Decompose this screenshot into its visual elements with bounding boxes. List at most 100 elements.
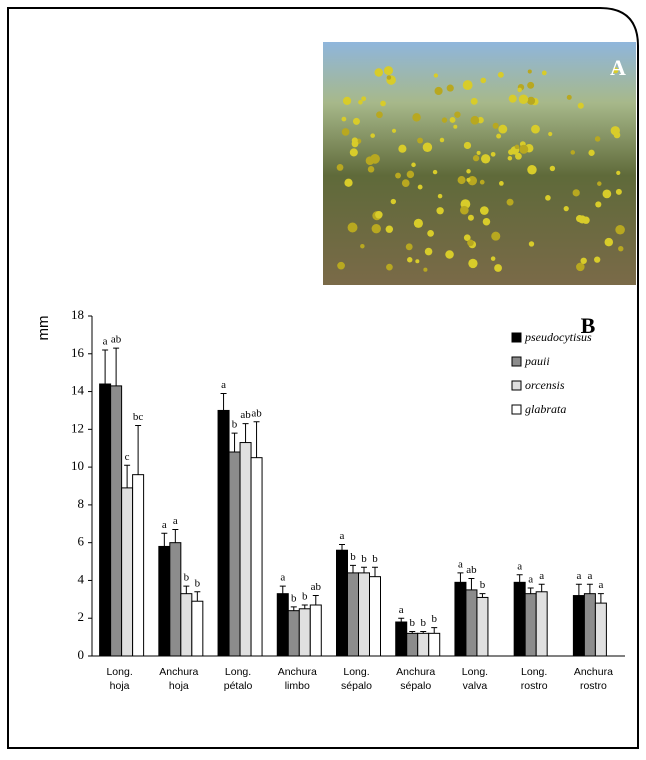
flower <box>588 150 594 156</box>
significance-letter: b <box>291 592 297 604</box>
flower <box>466 178 470 182</box>
x-tick-label: pétalo <box>224 680 253 692</box>
flower <box>423 268 427 272</box>
error-bar <box>517 575 523 583</box>
bar <box>192 601 203 656</box>
flower <box>507 199 514 206</box>
error-bar <box>232 433 238 452</box>
y-tick-label: 12 <box>71 420 84 435</box>
flower <box>594 256 600 262</box>
flower <box>542 71 547 76</box>
legend-label: glabrata <box>525 402 566 416</box>
x-tick-label: rostro <box>580 680 607 692</box>
flower <box>407 171 414 178</box>
flower <box>527 82 534 89</box>
flower <box>531 125 540 134</box>
flower <box>595 136 600 141</box>
flower <box>578 215 586 223</box>
photo-label: A <box>610 55 626 80</box>
flower <box>445 250 454 259</box>
flower <box>352 137 358 143</box>
x-tick-label: Long. <box>343 666 369 678</box>
flower <box>615 225 625 235</box>
error-bar <box>431 628 437 634</box>
bar <box>288 611 299 656</box>
flower <box>480 78 486 84</box>
y-tick-label: 6 <box>78 534 85 549</box>
error-bar <box>361 567 367 573</box>
bar <box>407 633 418 656</box>
y-tick-label: 18 <box>71 307 84 322</box>
flower <box>360 244 364 248</box>
x-tick-label: Long. <box>521 666 547 678</box>
flower <box>398 145 406 153</box>
x-tick-label: Anchura <box>574 666 613 678</box>
flower <box>418 185 423 190</box>
significance-letter: a <box>598 579 603 591</box>
flower <box>491 256 496 261</box>
significance-letter: b <box>302 591 308 603</box>
error-bar <box>576 584 582 595</box>
significance-letter: a <box>517 560 522 572</box>
bar <box>348 573 359 656</box>
flower <box>605 238 613 246</box>
y-tick-label: 8 <box>78 496 85 511</box>
significance-letter: a <box>587 570 592 582</box>
flower <box>515 145 520 150</box>
flower <box>438 194 443 199</box>
bar <box>455 582 466 656</box>
flower <box>427 230 434 237</box>
flower <box>467 239 474 246</box>
flower <box>454 111 460 117</box>
significance-letter: a <box>103 336 108 348</box>
error-bar <box>350 565 356 573</box>
x-tick-label: Long. <box>106 666 132 678</box>
error-bar <box>280 586 286 594</box>
flower <box>466 169 470 173</box>
significance-letter: ab <box>311 581 322 593</box>
flower <box>453 125 457 129</box>
flower <box>375 211 383 219</box>
error-bar <box>102 350 108 384</box>
error-bar <box>372 567 378 576</box>
significance-letter: a <box>173 515 178 527</box>
flower <box>463 80 473 90</box>
error-bar <box>528 588 534 594</box>
significance-letter: a <box>221 379 226 391</box>
flower <box>387 75 391 79</box>
flower <box>498 72 504 78</box>
legend-label: pauii <box>524 354 550 368</box>
significance-letter: b <box>195 577 201 589</box>
flower <box>348 223 358 233</box>
legend-label: pseudocytisus <box>524 330 592 344</box>
flower <box>616 171 620 175</box>
flower <box>366 156 375 165</box>
flower <box>519 145 528 154</box>
legend-label: orcensis <box>525 378 565 392</box>
bar <box>251 458 262 656</box>
flower <box>375 68 383 76</box>
significance-letter: a <box>399 604 404 616</box>
legend-swatch <box>512 405 521 414</box>
flower <box>376 111 383 118</box>
error-bar <box>221 393 227 410</box>
significance-letter: b <box>372 553 378 565</box>
flower <box>353 118 360 125</box>
bar <box>337 550 348 656</box>
flower <box>435 87 443 95</box>
significance-letter: b <box>184 572 190 584</box>
flower <box>517 88 522 93</box>
flower <box>411 163 416 168</box>
bar <box>525 594 536 656</box>
error-bar <box>598 594 604 603</box>
flower <box>402 179 410 187</box>
flower <box>434 73 438 77</box>
error-bar <box>468 579 474 590</box>
significance-letter: c <box>125 451 130 463</box>
flower <box>425 248 433 256</box>
flower <box>519 95 528 104</box>
y-tick-label: 10 <box>71 458 84 473</box>
error-bar <box>457 573 463 582</box>
flower <box>372 224 381 233</box>
flower <box>483 218 490 225</box>
